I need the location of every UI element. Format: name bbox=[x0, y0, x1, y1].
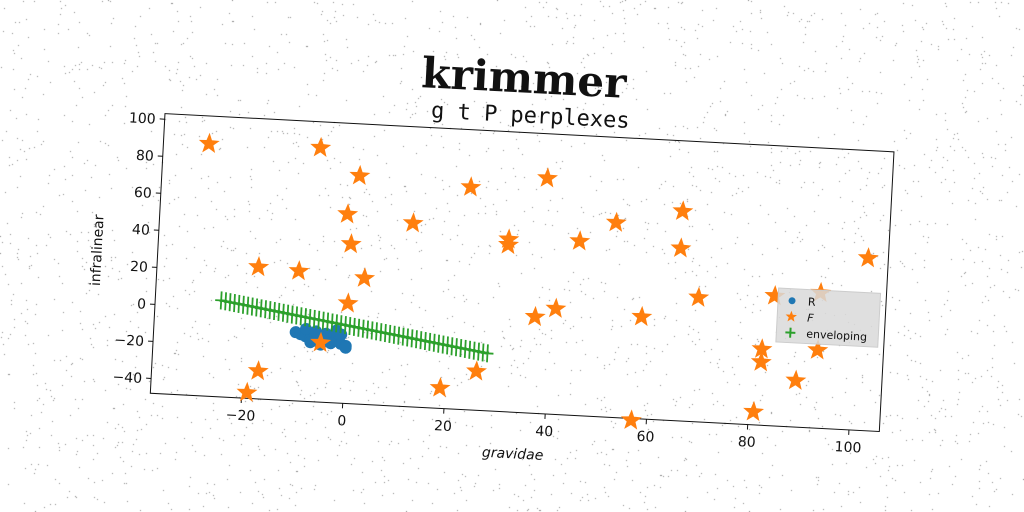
F-star-point bbox=[248, 256, 270, 277]
legend-R-swatch bbox=[788, 297, 796, 305]
enveloping-plus-marker bbox=[481, 344, 494, 363]
x-tick-label: −20 bbox=[225, 407, 255, 425]
legend-label: R bbox=[808, 296, 817, 309]
F-star-point bbox=[340, 233, 362, 254]
F-star-point bbox=[569, 230, 591, 251]
y-axis: −40 −20 0 20 40 60 80 100 bbox=[112, 110, 165, 387]
y-tick-label: 60 bbox=[134, 185, 153, 202]
R-point bbox=[339, 341, 352, 354]
y-tick-label: 100 bbox=[129, 110, 157, 127]
F-star-point bbox=[466, 360, 487, 381]
x-tick-label: 100 bbox=[834, 439, 862, 456]
y-tick-label: −20 bbox=[114, 332, 144, 350]
x-axis: −20 0 20 40 60 80 100 bbox=[225, 398, 862, 457]
F-star-point bbox=[524, 305, 546, 327]
F-star-point bbox=[429, 377, 451, 398]
F-star-point bbox=[460, 176, 482, 197]
y-tick-label: 0 bbox=[137, 296, 147, 312]
F-star-point bbox=[337, 292, 359, 313]
F-star-point bbox=[236, 381, 258, 402]
F-star-point bbox=[688, 286, 710, 307]
legend-label: F bbox=[807, 312, 815, 325]
legend-box bbox=[775, 287, 882, 348]
F-star-point bbox=[198, 132, 220, 154]
legend-label: enveloping bbox=[806, 328, 867, 344]
F-star-point bbox=[310, 136, 332, 158]
F-star-point bbox=[545, 297, 567, 318]
F-star-point bbox=[857, 247, 879, 268]
x-tick-label: 20 bbox=[434, 418, 453, 435]
F-star-point bbox=[764, 285, 786, 306]
y-tick-label: −40 bbox=[112, 369, 142, 387]
y-tick-label: 80 bbox=[135, 148, 154, 165]
y-tick-label: 20 bbox=[130, 259, 149, 276]
x-tick-label: 80 bbox=[737, 434, 756, 451]
legend-F-swatch bbox=[785, 310, 797, 322]
y-tick-label: 40 bbox=[132, 222, 151, 239]
R-point bbox=[320, 327, 333, 340]
x-tick-label: 0 bbox=[337, 413, 347, 429]
F-star-point bbox=[631, 305, 653, 327]
F-star-point bbox=[402, 212, 424, 233]
F-star-point bbox=[672, 200, 694, 221]
chart-marks bbox=[198, 132, 879, 430]
F-star-point bbox=[354, 267, 376, 288]
F-star-point bbox=[807, 339, 829, 360]
x-tick-label: 60 bbox=[636, 429, 655, 446]
F-star-point bbox=[750, 351, 772, 372]
F-star-point bbox=[605, 211, 627, 232]
F-star-point bbox=[247, 360, 269, 381]
F-star-point bbox=[349, 164, 371, 186]
F-star-point bbox=[288, 260, 310, 281]
plot-area-frame bbox=[149, 113, 895, 432]
F-star-point bbox=[670, 237, 692, 258]
F-star-point bbox=[310, 331, 332, 353]
F-star-point bbox=[498, 233, 520, 255]
F-star-point bbox=[751, 338, 773, 359]
legend-enveloping-swatch bbox=[785, 327, 796, 338]
F-star-point bbox=[537, 167, 558, 188]
x-axis-label: gravidae bbox=[482, 445, 544, 464]
y-axis-label: infralinear bbox=[88, 214, 108, 287]
x-tick-label: 40 bbox=[535, 423, 554, 440]
F-star-point bbox=[620, 409, 642, 430]
F-star-point bbox=[743, 400, 765, 422]
F-star-point bbox=[337, 203, 359, 224]
F-star-point bbox=[785, 369, 807, 390]
